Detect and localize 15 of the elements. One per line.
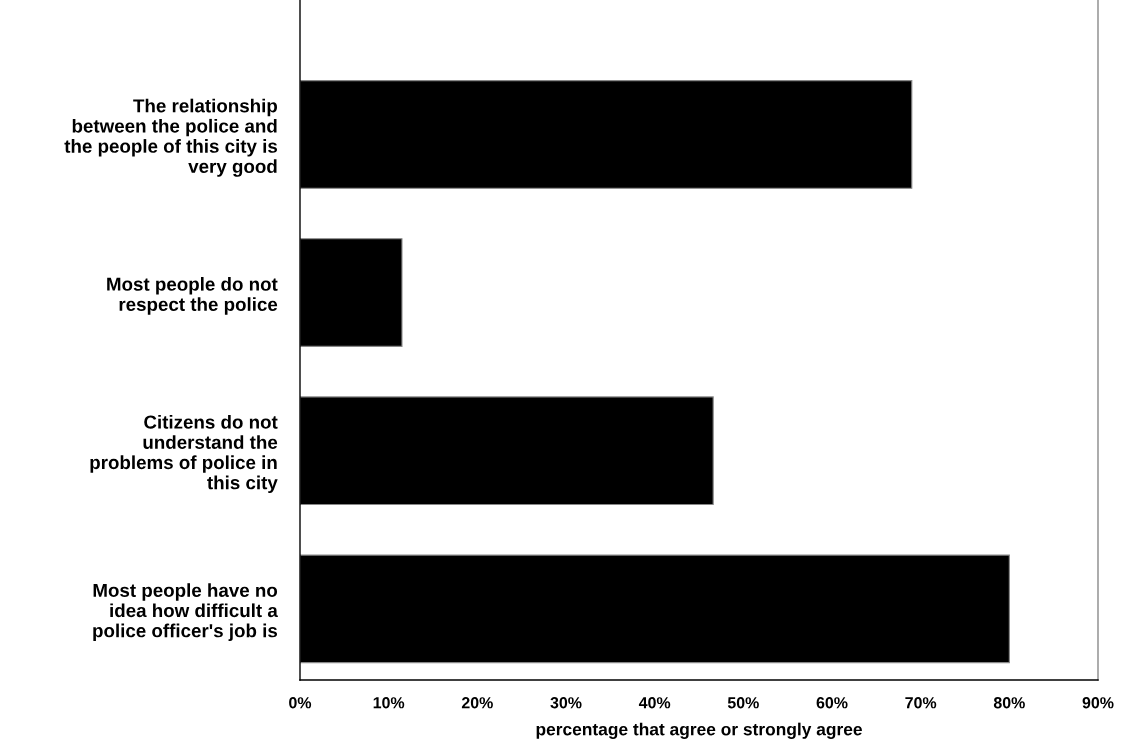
y-tick-label: The relationship between the police and the people of this city is very good bbox=[64, 98, 278, 177]
x-tick-label: 30% bbox=[550, 697, 582, 709]
x-axis-title: percentage that agree or strongly agree bbox=[536, 722, 862, 739]
x-tick-label: 20% bbox=[461, 697, 493, 709]
x-tick-label: 50% bbox=[727, 697, 759, 709]
x-tick-label: 40% bbox=[638, 697, 671, 709]
x-tick-label: 60% bbox=[816, 697, 848, 709]
x-tick-label: 90% bbox=[1082, 697, 1114, 709]
y-tick-label: Most people do not respect the police bbox=[107, 277, 278, 315]
y-tick-label: Citizens do not understand the problems of police in this city bbox=[90, 414, 278, 494]
x-tick-label: 10% bbox=[373, 697, 405, 709]
x-tick-label: 70% bbox=[905, 697, 937, 709]
x-tick-label: 0% bbox=[289, 697, 312, 709]
x-tick-label: 80% bbox=[993, 697, 1025, 709]
y-tick-label: Most people have no idea how difficult a police officer's job is bbox=[93, 583, 278, 642]
